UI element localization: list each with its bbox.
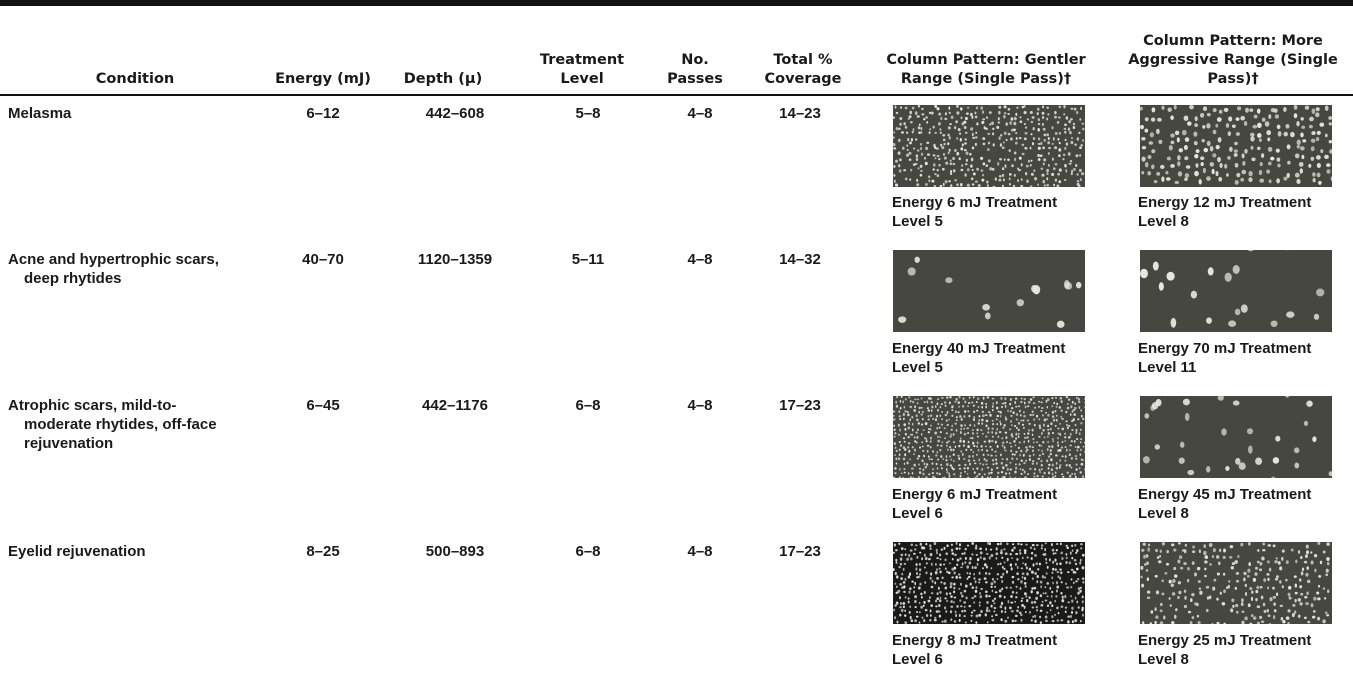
row-depth: 500–893 [425,543,485,560]
row-treatment-level: 6–8 [575,397,601,414]
condition-line: Acne and hypertrophic scars, [8,251,219,268]
pattern-svg [1140,542,1332,624]
header-aggressive: Column Pattern: More Aggressive Range (S… [1128,33,1338,87]
header-coverage: Total % Coverage [764,52,842,87]
gentler-pattern-image [893,250,1085,332]
aggressive-caption: Energy 25 mJ Treatment Level 8 [1138,631,1353,669]
condition-line: Melasma [8,105,72,122]
row-coverage: 14–32 [779,251,821,268]
caption-line: Level 6 [892,505,943,522]
condition-line: Eyelid rejuvenation [8,543,146,560]
row-coverage: 17–23 [779,397,821,414]
row-energy: 40–70 [302,251,344,268]
caption-line: Energy 40 mJ Treatment [892,340,1066,357]
row-energy: 6–45 [306,397,340,414]
gentler-pattern-image [893,542,1085,624]
pattern-svg [893,250,1085,332]
pattern-svg [893,105,1085,187]
header-rule [0,94,1353,96]
caption-line: Level 8 [1138,651,1189,668]
pattern-svg [893,396,1085,478]
caption-line: Level 5 [892,213,943,230]
gentler-caption: Energy 6 mJ Treatment Level 5 [892,193,1112,231]
row-depth: 442–608 [425,105,485,122]
gentler-caption: Energy 40 mJ Treatment Level 5 [892,339,1112,377]
gentler-pattern-image [893,105,1085,187]
table-top-rule [0,0,1353,6]
gentler-caption: Energy 6 mJ Treatment Level 6 [892,485,1112,523]
condition-line: moderate rhytides, off-face [24,416,217,433]
caption-line: Level 5 [892,359,943,376]
aggressive-pattern-image [1140,396,1332,478]
aggressive-caption: Energy 70 mJ Treatment Level 11 [1138,339,1353,377]
gentler-caption: Energy 8 mJ Treatment Level 6 [892,631,1112,669]
caption-line: Level 8 [1138,213,1189,230]
row-treatment-level: 5–8 [575,105,601,122]
header-energy: Energy (mJ) [275,71,371,87]
pattern-svg [1140,105,1332,187]
aggressive-caption: Energy 12 mJ Treatment Level 8 [1138,193,1353,231]
row-no-passes: 4–8 [687,251,713,268]
row-coverage: 17–23 [779,543,821,560]
row-condition: Acne and hypertrophic scars, deep rhytid… [8,250,258,288]
row-no-passes: 4–8 [687,397,713,414]
condition-line: rejuvenation [24,435,114,452]
row-condition: Eyelid rejuvenation [8,542,258,561]
header-no-passes: No. Passes [667,52,723,87]
row-condition: Melasma [8,104,258,123]
caption-line: Energy 6 mJ Treatment [892,486,1058,503]
caption-line: Energy 25 mJ Treatment [1138,632,1312,649]
header-depth: Depth (μ) [403,71,483,87]
pattern-svg [893,542,1085,624]
header-treatment-level: Treatment Level [539,52,625,87]
condition-line: Atrophic scars, mild-to- [8,397,177,414]
caption-line: Energy 8 mJ Treatment [892,632,1058,649]
pattern-svg [1140,396,1332,478]
header-gentler: Column Pattern: Gentler Range (Single Pa… [886,52,1086,87]
aggressive-pattern-image [1140,542,1332,624]
caption-line: Energy 45 mJ Treatment [1138,486,1312,503]
row-energy: 6–12 [306,105,340,122]
header-condition: Condition [95,71,175,87]
caption-line: Energy 6 mJ Treatment [892,194,1058,211]
row-treatment-level: 6–8 [575,543,601,560]
caption-line: Energy 12 mJ Treatment [1138,194,1312,211]
aggressive-pattern-image [1140,105,1332,187]
aggressive-caption: Energy 45 mJ Treatment Level 8 [1138,485,1353,523]
condition-line: deep rhytides [24,270,122,287]
row-depth: 442–1176 [422,397,488,414]
row-depth: 1120–1359 [417,251,493,268]
row-coverage: 14–23 [779,105,821,122]
pattern-svg [1140,250,1332,332]
row-treatment-level: 5–11 [571,251,605,268]
row-no-passes: 4–8 [687,105,713,122]
row-condition: Atrophic scars, mild-to- moderate rhytid… [8,396,258,453]
aggressive-pattern-image [1140,250,1332,332]
caption-line: Level 11 [1138,359,1197,376]
caption-line: Level 8 [1138,505,1189,522]
caption-line: Level 6 [892,651,943,668]
gentler-pattern-image [893,396,1085,478]
caption-line: Energy 70 mJ Treatment [1138,340,1312,357]
row-energy: 8–25 [306,543,340,560]
row-no-passes: 4–8 [687,543,713,560]
